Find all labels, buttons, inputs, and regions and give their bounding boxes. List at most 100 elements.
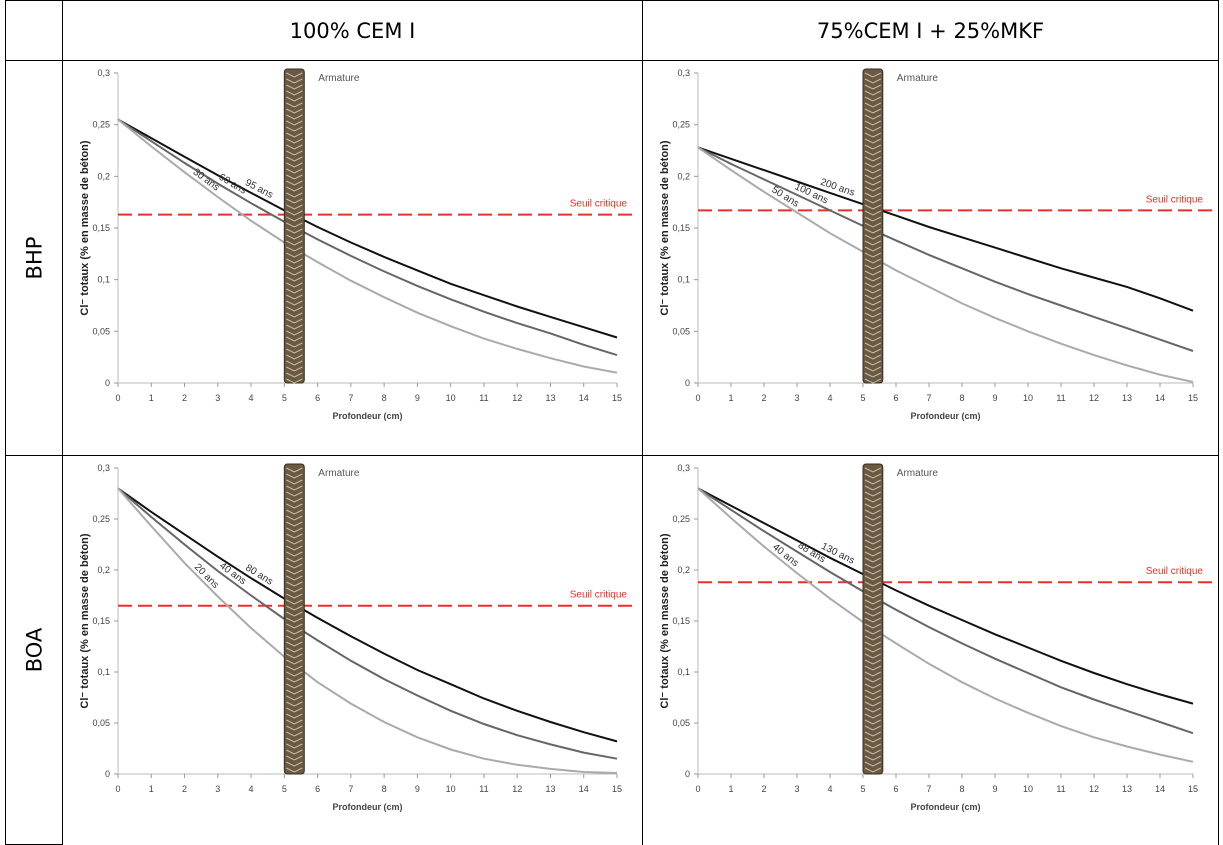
rebar-rib <box>286 180 303 186</box>
rebar-rib <box>864 551 882 557</box>
rebar-rib <box>286 156 303 162</box>
y-tick-label: 0,05 <box>672 326 690 336</box>
y-tick-label: 0 <box>685 378 690 388</box>
rebar-rib <box>864 360 882 366</box>
rebar-rib <box>864 318 882 324</box>
rebar-rib <box>864 192 882 198</box>
rebar-rib <box>864 545 882 551</box>
rebar-rib <box>864 132 882 138</box>
y-tick-label: 0,3 <box>677 68 690 78</box>
rebar-rib <box>286 378 303 384</box>
rebar-rib <box>286 78 303 84</box>
rebar-rib <box>286 372 303 378</box>
y-tick-label: 0,15 <box>92 616 110 626</box>
chart: 00,050,10,150,20,250,30 1 2 3 4 5 6 7 8 9 10 11 12 13… <box>659 463 1213 812</box>
y-tick-label: 0,15 <box>672 223 690 233</box>
rebar-rib <box>286 761 303 767</box>
rebar-rib <box>864 527 882 533</box>
rebar-rib <box>864 252 882 258</box>
x-tick-label: 0 <box>695 784 700 794</box>
rebar-rib <box>864 324 882 330</box>
rebar-rib <box>286 545 303 551</box>
rebar-rib <box>864 569 882 575</box>
x-tick-label: 6 <box>315 393 320 403</box>
rebar-rib <box>286 258 303 264</box>
rebar-rib <box>286 677 303 683</box>
rebar-rib <box>286 623 303 629</box>
x-tick-label: 7 <box>348 393 353 403</box>
rebar-rib <box>286 228 303 234</box>
rebar-rib <box>864 629 882 635</box>
rebar-rib <box>286 635 303 641</box>
rebar-rib <box>864 306 882 312</box>
rebar-rib <box>864 647 882 653</box>
rebar-rib <box>864 240 882 246</box>
x-tick-label: 0 <box>115 784 120 794</box>
x-axis-label: Profondeur (cm) <box>332 411 402 421</box>
annotation: Armature <box>318 468 360 479</box>
y-tick-label: 0,05 <box>92 718 110 728</box>
x-tick-label: 2 <box>761 784 766 794</box>
x-tick-label: 7 <box>926 393 931 403</box>
rebar-rib <box>286 587 303 593</box>
rebar-rib <box>864 246 882 252</box>
rebar-rib <box>286 330 303 336</box>
rebar-rib <box>286 120 303 126</box>
rebar-rib <box>286 467 303 473</box>
rebar-rib <box>286 497 303 503</box>
data-line <box>697 487 1194 705</box>
x-tick-label: 13 <box>1122 393 1132 403</box>
rebar-rib <box>864 198 882 204</box>
rebar-rib <box>286 240 303 246</box>
x-tick-label: 8 <box>959 393 964 403</box>
x-tick-label: 8 <box>959 784 964 794</box>
row-header: BOA <box>21 627 46 673</box>
column-header: 100% CEM I <box>62 0 643 61</box>
rebar-rib <box>864 695 882 701</box>
chart-cell: 0 0,05 0,1 0,15 0,2 0,25 0,3 0 1 2 3 4 5 6 7 8 9 10 11 12 13… <box>62 455 643 845</box>
rebar-rib <box>286 126 303 132</box>
y-tick-label: 0,3 <box>677 463 690 473</box>
rebar-rib <box>864 581 882 587</box>
rebar-rib <box>864 755 882 761</box>
threshold-label: Seuil critique <box>1146 194 1204 205</box>
x-tick-label: 13 <box>545 784 555 794</box>
x-tick-label: 5 <box>282 784 287 794</box>
rebar-rib <box>864 144 882 150</box>
rebar-rib <box>286 713 303 719</box>
rebar-rib <box>286 509 303 515</box>
rebar-rib <box>286 737 303 743</box>
y-tick-label: 0,2 <box>97 171 110 181</box>
threshold-label: Seuil critique <box>1146 566 1204 577</box>
rebar-rib <box>864 354 882 360</box>
x-tick-label: 6 <box>893 784 898 794</box>
rebar-rib <box>864 102 882 108</box>
x-tick-label: 4 <box>249 784 254 794</box>
rebar-body <box>283 68 305 384</box>
x-tick-label: 14 <box>1155 393 1165 403</box>
rebar-rib <box>286 138 303 144</box>
chart: 00,050,10,150,20,250,30 1 2 3 4 5 6 7 8 9 10 11 12 13… <box>659 68 1213 421</box>
rebar-rib <box>864 491 882 497</box>
x-tick-label: 13 <box>1122 784 1132 794</box>
row-header: BHP <box>22 236 46 280</box>
rebar-rib <box>286 593 303 599</box>
rebar-rib <box>286 755 303 761</box>
rebar-rib <box>286 204 303 210</box>
rebar-rib <box>864 228 882 234</box>
y-tick-label: 0,15 <box>672 616 690 626</box>
data-line <box>697 487 1194 763</box>
rebar-rib <box>286 599 303 605</box>
series-label: 20 ans <box>192 562 221 591</box>
rebar-rib <box>864 539 882 545</box>
y-tick-label: 0,2 <box>677 171 690 181</box>
y-tick-label: 0,1 <box>677 275 690 285</box>
rebar-rib <box>864 216 882 222</box>
rebar-rib <box>286 336 303 342</box>
y-tick-label: 0 <box>105 378 110 388</box>
x-tick-label: 14 <box>579 784 589 794</box>
rebar-rib <box>864 719 882 725</box>
rebar-rib <box>864 294 882 300</box>
rebar-rib <box>286 743 303 749</box>
rebar-rib <box>864 473 882 479</box>
